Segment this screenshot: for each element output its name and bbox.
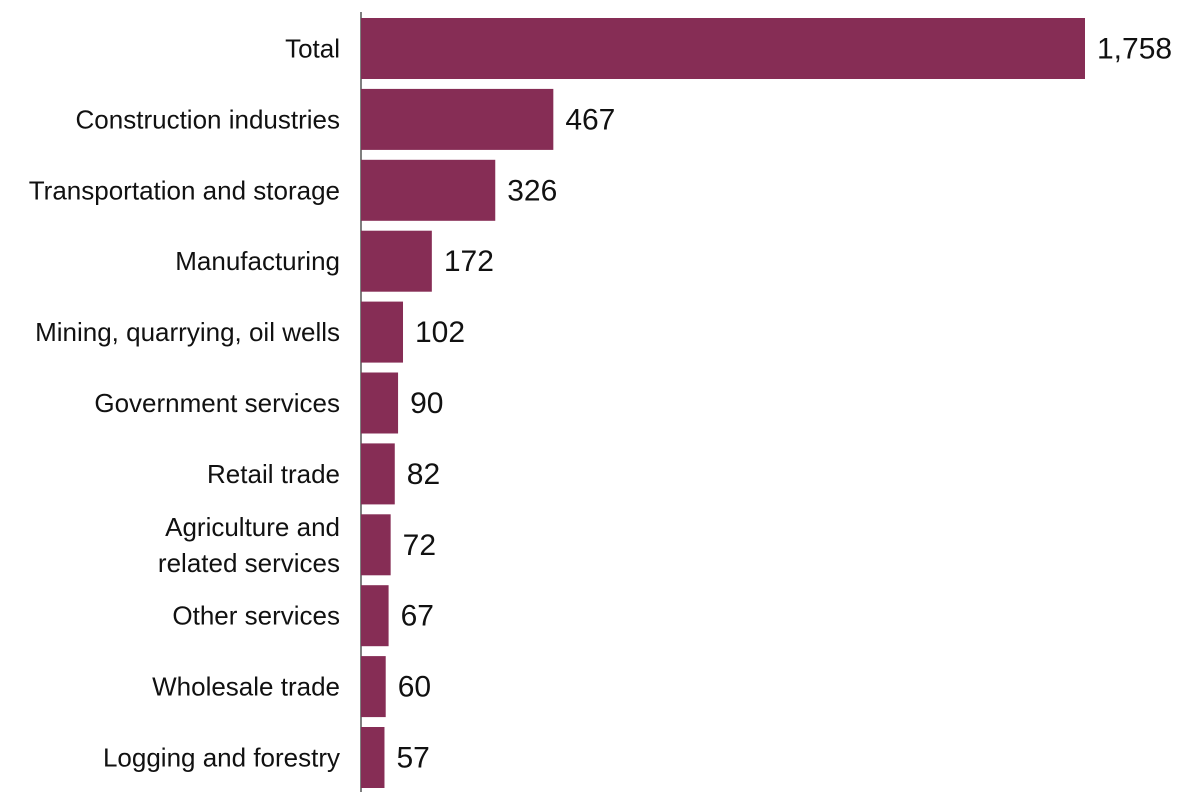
- category-label-line: Logging and forestry: [103, 743, 340, 773]
- category-label: Construction industries: [76, 104, 340, 134]
- bar-value-label: 90: [410, 387, 443, 420]
- category-label-line: Manufacturing: [175, 246, 340, 276]
- bar-value-label: 72: [403, 529, 436, 562]
- bar-value-label: 57: [396, 742, 429, 775]
- category-label: Wholesale trade: [152, 672, 340, 702]
- category-label: Logging and forestry: [103, 743, 340, 773]
- bar: [361, 159, 496, 221]
- category-label-line: Wholesale trade: [152, 672, 340, 702]
- bar: [361, 656, 386, 718]
- category-label-line: Retail trade: [207, 459, 340, 489]
- bar-value-label: 60: [398, 671, 431, 704]
- category-label-line: Total: [285, 34, 340, 64]
- category-label-line: Construction industries: [76, 104, 340, 134]
- bar: [361, 372, 399, 434]
- value-labels-group: 1,758 467 326 172 102 90 82 72 67 60 57: [396, 33, 1172, 775]
- bar-value-label: 172: [444, 245, 494, 278]
- bar: [361, 443, 395, 505]
- bar: [361, 585, 389, 647]
- bar-value-label: 1,758: [1097, 33, 1172, 66]
- bar: [361, 88, 554, 150]
- category-label-line: Government services: [94, 388, 340, 418]
- bar-value-label: 82: [407, 458, 440, 491]
- bar: [361, 727, 385, 788]
- bar-value-label: 102: [415, 316, 465, 349]
- bar-value-label: 67: [401, 600, 434, 633]
- category-label-line: related services: [158, 548, 340, 578]
- category-label: Retail trade: [207, 459, 340, 489]
- category-label: Transportation and storage: [29, 175, 340, 205]
- category-label: Total: [285, 34, 340, 64]
- category-label-line: Transportation and storage: [29, 175, 340, 205]
- bar: [361, 514, 391, 576]
- category-label: Other services: [172, 601, 340, 631]
- category-label: Agriculture and related services: [158, 512, 340, 578]
- category-label: Government services: [94, 388, 340, 418]
- bars-group: [361, 18, 1085, 788]
- bar-value-label: 326: [507, 174, 557, 207]
- bar: [361, 230, 432, 292]
- bar-value-label: 467: [565, 103, 615, 136]
- category-labels-group: Total Construction industries Transportati…: [29, 34, 340, 773]
- category-label-line: Agriculture and: [165, 512, 340, 542]
- category-label: Mining, quarrying, oil wells: [35, 317, 340, 347]
- bar: [361, 18, 1085, 79]
- category-label-line: Other services: [172, 601, 340, 631]
- bar: [361, 301, 404, 363]
- category-label-line: Mining, quarrying, oil wells: [35, 317, 340, 347]
- category-label: Manufacturing: [175, 246, 340, 276]
